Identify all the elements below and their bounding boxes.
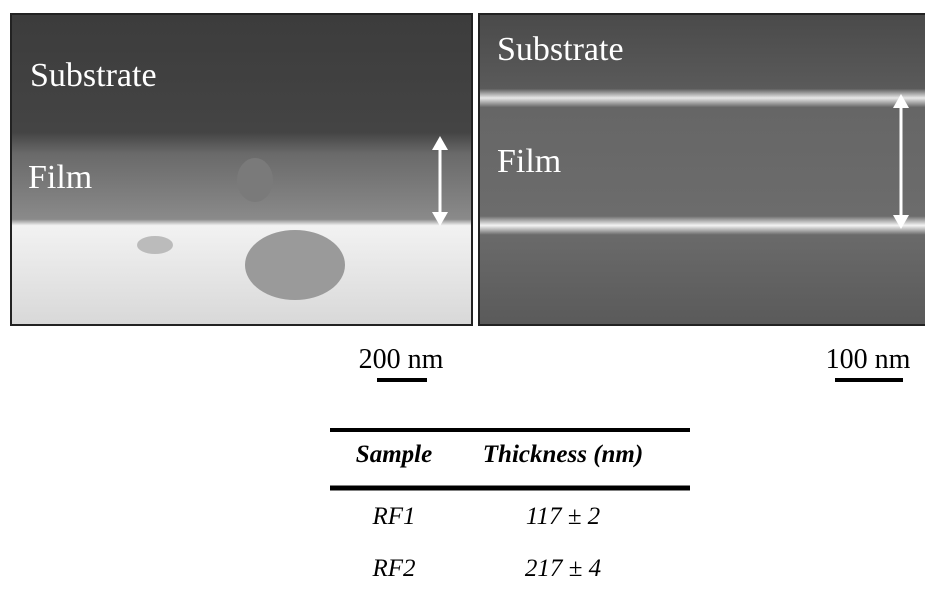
table-header: Sample — [356, 441, 432, 468]
texture — [245, 230, 345, 300]
table-cell: 217 ± 4 — [525, 555, 601, 582]
thickness-arrow — [432, 136, 448, 226]
table-header: Thickness (nm) — [483, 441, 643, 468]
sem-image — [478, 13, 925, 326]
table-cell: 117 ± 2 — [526, 503, 600, 530]
thickness-arrow — [893, 94, 909, 229]
scale-label: 200 nm — [359, 344, 444, 375]
texture — [237, 158, 273, 202]
table-cell: RF2 — [371, 555, 415, 582]
texture — [137, 236, 173, 254]
layer-label: Substrate — [497, 31, 624, 68]
layer-label: Film — [497, 143, 561, 180]
scale-label: 100 nm — [826, 344, 911, 375]
layer-label: Film — [28, 159, 92, 196]
layer-label: Substrate — [30, 57, 157, 94]
table-cell: RF1 — [371, 503, 415, 530]
